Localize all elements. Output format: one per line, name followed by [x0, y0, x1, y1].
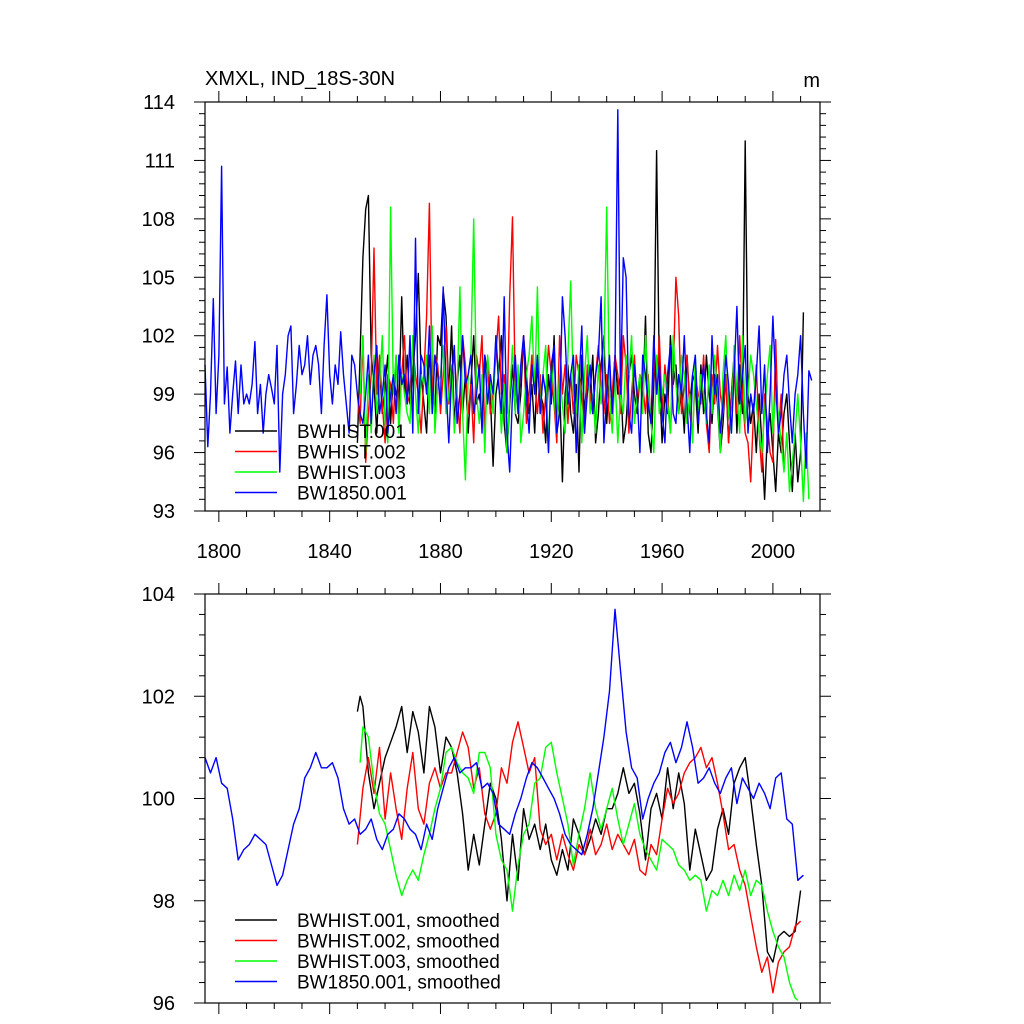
- bottom-y-tick-label: 100: [142, 789, 175, 811]
- top-x-tick-label: 1920: [529, 541, 574, 563]
- bottom-series-line-1: [356, 695, 802, 963]
- top-plot-frame: [204, 101, 821, 512]
- top-y-tick-label: 105: [142, 267, 175, 289]
- top-y-tick-label: 93: [153, 501, 175, 523]
- top-y-tick-label: 96: [153, 443, 175, 465]
- top-series-line-4: [204, 109, 813, 473]
- top-legend-label-1: BWHIST.001: [297, 422, 406, 443]
- bottom-y-tick-label: 96: [153, 993, 175, 1015]
- top-panel-units: m: [803, 70, 820, 92]
- top-y-tick-label: 111: [145, 150, 175, 172]
- top-legend-label-3: BWHIST.003: [297, 463, 406, 484]
- top-x-tick-label: 1880: [418, 541, 463, 563]
- top-x-tick-label: 2000: [751, 541, 796, 563]
- bottom-y-tick-label: 102: [142, 686, 175, 708]
- top-y-tick-label: 99: [153, 384, 175, 406]
- bottom-series-line-4: [204, 608, 804, 887]
- top-legend-label-2: BWHIST.002: [297, 443, 406, 464]
- top-y-tick-label: 102: [142, 326, 175, 348]
- top-x-tick-label: 1840: [307, 541, 352, 563]
- top-x-tick-label: 1960: [640, 541, 685, 563]
- top-series-line-3: [359, 206, 810, 502]
- top-y-tick-label: 114: [143, 92, 175, 114]
- top-x-tick-label: 1800: [197, 541, 242, 563]
- bottom-legend-label-4: BW1850.001, smoothed: [297, 973, 501, 994]
- bottom-series-line-3: [359, 726, 799, 1001]
- top-panel: XMXL, IND_18S-30N m 1800 1840 1880 1920 1960…: [142, 68, 831, 563]
- bottom-series-line-2: [356, 721, 802, 994]
- top-y-tick-label: 108: [142, 209, 175, 231]
- bottom-legend-label-2: BWHIST.002, smoothed: [297, 932, 500, 953]
- bottom-legend-label-3: BWHIST.003, smoothed: [297, 952, 500, 973]
- top-legend-label-4: BW1850.001: [297, 484, 407, 505]
- bottom-y-tick-label: 104: [142, 584, 175, 606]
- top-panel-title: XMXL, IND_18S-30N: [205, 68, 395, 90]
- bottom-legend-label-1: BWHIST.001, smoothed: [297, 911, 500, 932]
- bottom-y-tick-label: 98: [153, 891, 175, 913]
